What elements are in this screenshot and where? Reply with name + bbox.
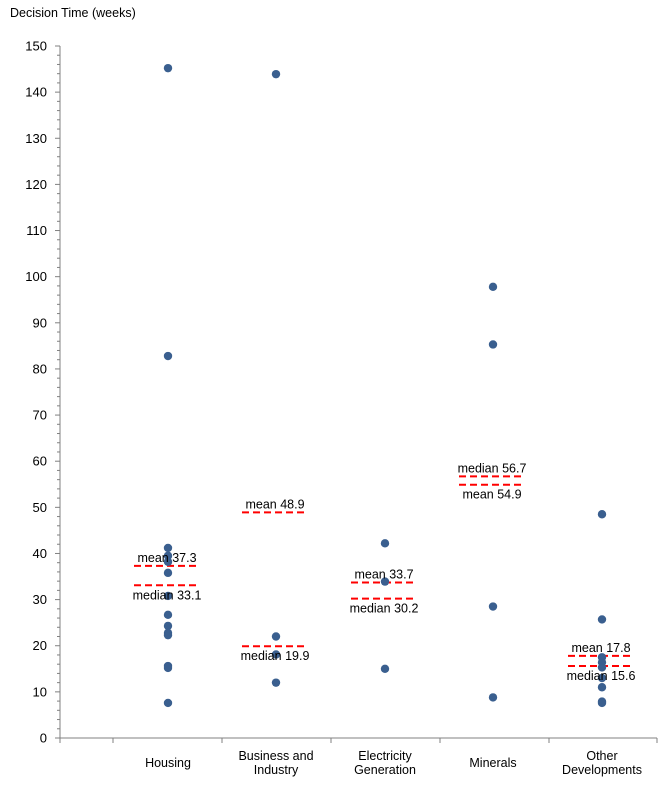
- median-label: median 15.6: [567, 669, 636, 683]
- data-point: [163, 63, 173, 73]
- category-label: Business and: [238, 749, 313, 763]
- data-point: [163, 630, 173, 640]
- data-point: [163, 568, 173, 578]
- data-points: [163, 63, 607, 708]
- data-point: [163, 663, 173, 673]
- y-tick-label: 110: [26, 223, 47, 238]
- category-label: Developments: [562, 763, 642, 777]
- y-tick-label: 80: [33, 361, 47, 376]
- data-point: [271, 632, 281, 641]
- data-point: [597, 615, 607, 624]
- category-label: Generation: [354, 763, 416, 777]
- data-point: [163, 610, 173, 620]
- data-point: [488, 282, 498, 292]
- y-tick-label: 40: [33, 546, 47, 561]
- y-tick-label: 60: [33, 454, 47, 469]
- data-point: [597, 673, 607, 683]
- data-point: [380, 577, 390, 586]
- median-label: median 56.7: [458, 461, 527, 475]
- data-point: [597, 663, 607, 672]
- median-label: median 19.9: [241, 649, 310, 663]
- y-tick-label: 90: [33, 315, 47, 330]
- mean-label: mean 17.8: [571, 641, 630, 655]
- data-point: [163, 543, 173, 553]
- category-label: Minerals: [469, 756, 516, 770]
- data-point: [163, 557, 173, 566]
- data-point: [488, 602, 498, 611]
- stat-annotations: mean 37.3 median 33.1 mean 48.9 median 19.9…: [133, 461, 636, 683]
- data-point: [597, 683, 607, 692]
- category-label: Electricity: [358, 749, 412, 763]
- mean-label: mean 33.7: [354, 568, 413, 582]
- data-point: [163, 591, 173, 601]
- mean-label: mean 37.3: [137, 551, 196, 565]
- y-tick-label: 0: [40, 731, 47, 746]
- category-label: Other: [586, 749, 617, 763]
- data-point: [597, 510, 607, 519]
- y-tick-label: 10: [33, 684, 47, 699]
- data-point: [163, 351, 173, 361]
- y-tick-label: 100: [25, 269, 47, 284]
- data-point: [488, 693, 498, 702]
- y-tick-label: 30: [33, 592, 47, 607]
- y-tick-label: 150: [25, 39, 47, 54]
- y-tick-label: 50: [33, 500, 47, 515]
- y-tick-label: 140: [25, 85, 47, 100]
- y-axis-title: Decision Time (weeks): [10, 6, 136, 20]
- data-point: [271, 650, 281, 659]
- y-tick-label: 70: [33, 408, 47, 423]
- median-label: median 30.2: [350, 602, 419, 616]
- data-point: [488, 340, 498, 349]
- category-label: Housing: [145, 756, 191, 770]
- data-point: [271, 69, 281, 79]
- data-point: [597, 698, 607, 708]
- y-ticks: 0 10 20 30 40 50 60 70 80 90 100 110 120 130 140 150: [25, 39, 60, 746]
- axes: [59, 46, 658, 743]
- data-point: [380, 664, 390, 673]
- mean-label: mean 48.9: [245, 497, 304, 511]
- data-point: [163, 551, 173, 560]
- data-point: [163, 698, 173, 708]
- mean-label: mean 54.9: [462, 488, 521, 502]
- y-tick-label: 130: [25, 131, 47, 146]
- category-label: Industry: [254, 763, 299, 777]
- y-tick-label: 20: [33, 638, 47, 653]
- data-point: [163, 621, 173, 631]
- data-point: [271, 678, 281, 687]
- data-point: [380, 539, 390, 548]
- y-tick-label: 120: [25, 177, 47, 192]
- median-label: median 33.1: [133, 588, 202, 602]
